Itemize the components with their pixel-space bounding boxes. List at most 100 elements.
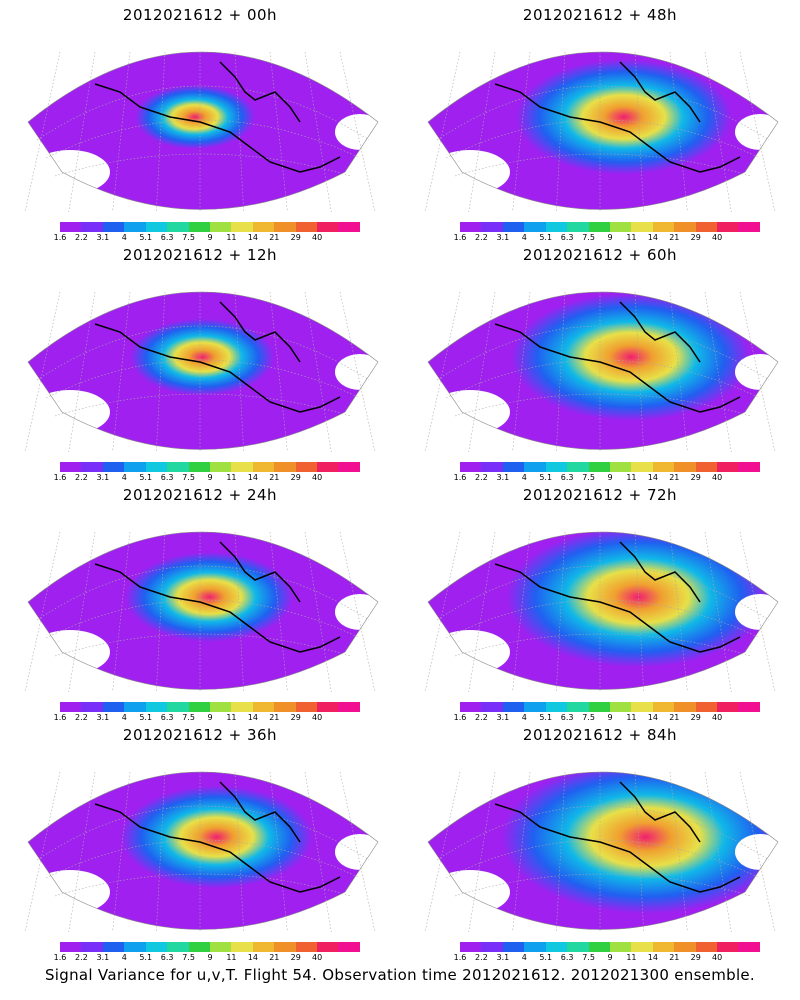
legend-swatch (695, 462, 718, 472)
legend-tick-label: 3.1 (96, 233, 110, 242)
legend-tick-label: 29 (290, 233, 301, 242)
legend-swatch (738, 222, 760, 232)
legend-swatch (295, 222, 318, 232)
variance-map (24, 531, 379, 693)
legend-swatch (188, 462, 210, 472)
legend-tick-label: 5.1 (539, 953, 553, 962)
legend-swatch (567, 702, 589, 712)
panel-title: 2012021612 + 00h (122, 6, 278, 24)
legend-tick-label: 11 (626, 713, 637, 722)
legend-tick-label: 9 (607, 953, 613, 962)
legend-tick-label: 6.3 (160, 953, 174, 962)
legend-swatch (738, 702, 760, 712)
legend-swatch (209, 702, 232, 712)
legend-swatch (338, 222, 360, 232)
legend-swatch (252, 702, 275, 712)
legend-swatch (738, 942, 760, 952)
legend-tick-label: 9 (207, 953, 213, 962)
legend-swatch (695, 942, 718, 952)
color-legend: 1.6 2.2 3.1 4 5.1 6.3 7.5 9 11 14 21 29 40 (54, 942, 360, 964)
legend-tick-label: 4 (121, 713, 127, 722)
panel-title: 2012021612 + 12h (122, 246, 278, 264)
legend-swatch (124, 222, 146, 232)
legend-tick-label: 2.2 (75, 713, 88, 722)
legend-tick-label: 5.1 (539, 473, 553, 482)
legend-swatch (567, 462, 589, 472)
legend-tick-label: 40 (712, 233, 723, 242)
legend-tick-label: 5.1 (139, 953, 153, 962)
legend-swatch (609, 702, 632, 712)
legend-swatch (588, 942, 610, 952)
legend-swatch (481, 942, 503, 952)
legend-swatch (274, 222, 296, 232)
coastline (94, 301, 341, 413)
legend-tick-label: 9 (207, 713, 213, 722)
legend-tick-label: 21 (669, 953, 680, 962)
legend-tick-label: 40 (712, 473, 723, 482)
legend-tick-label: 9 (207, 233, 213, 242)
legend-tick-label: 1.6 (53, 233, 67, 242)
legend-swatch (674, 702, 696, 712)
legend-swatch (317, 462, 339, 472)
legend-tick-label: 29 (690, 953, 701, 962)
legend-swatch (274, 942, 296, 952)
legend-swatch (209, 222, 232, 232)
legend-swatch (188, 702, 210, 712)
legend-tick-label: 2.2 (75, 953, 88, 962)
coastline (94, 781, 341, 893)
legend-swatch (167, 702, 189, 712)
map-boundary (27, 291, 379, 450)
map-panel: 2012021612 + 84h 1.6 2.2 3.1 4 5.1 6.3 7.5 9 11 14… (400, 720, 800, 962)
legend-tick-label: 7.5 (582, 233, 595, 242)
legend-swatch (738, 462, 760, 472)
legend-swatch (209, 462, 232, 472)
legend-swatch (652, 462, 675, 472)
legend-tick-label: 3.1 (496, 233, 510, 242)
legend-swatch (188, 942, 210, 952)
coastline (94, 541, 341, 653)
legend-tick-label: 29 (690, 713, 701, 722)
legend-swatch (631, 942, 653, 952)
legend-swatch (274, 702, 296, 712)
color-legend: 1.6 2.2 3.1 4 5.1 6.3 7.5 9 11 14 21 29 40 (54, 462, 360, 484)
legend-tick-label: 4 (121, 473, 127, 482)
legend-swatch (60, 942, 82, 952)
panel-title: 2012021612 + 36h (122, 726, 278, 744)
legend-swatch (81, 222, 103, 232)
legend-tick-label: 1.6 (453, 473, 467, 482)
legend-swatch (545, 702, 568, 712)
legend-swatch (652, 702, 675, 712)
legend-tick-label: 11 (626, 473, 637, 482)
legend-tick-label: 1.6 (453, 233, 467, 242)
graticule (424, 771, 779, 933)
legend-tick-label: 40 (312, 953, 323, 962)
legend-tick-label: 21 (669, 473, 680, 482)
map-boundary (427, 771, 779, 930)
legend-tick-label: 5.1 (139, 713, 153, 722)
map-boundary (27, 771, 379, 930)
legend-tick-label: 9 (207, 473, 213, 482)
legend-swatch (567, 942, 589, 952)
legend-swatch (60, 462, 82, 472)
legend-tick-label: 14 (247, 473, 258, 482)
legend-tick-label: 40 (312, 233, 323, 242)
legend-swatch (167, 222, 189, 232)
legend-tick-label: 11 (226, 713, 237, 722)
legend-swatch (674, 942, 696, 952)
legend-swatch (524, 222, 546, 232)
legend-swatch (481, 462, 503, 472)
legend-tick-label: 6.3 (560, 713, 574, 722)
legend-swatch (145, 222, 168, 232)
legend-swatch (102, 942, 125, 952)
legend-swatch (545, 462, 568, 472)
legend-swatch (295, 942, 318, 952)
legend-tick-label: 5.1 (539, 713, 553, 722)
color-legend: 1.6 2.2 3.1 4 5.1 6.3 7.5 9 11 14 21 29 40 (454, 942, 760, 964)
legend-tick-label: 7.5 (582, 713, 595, 722)
legend-tick-label: 1.6 (53, 953, 67, 962)
legend-tick-label: 40 (312, 473, 323, 482)
legend-swatch (231, 462, 253, 472)
legend-tick-label: 21 (669, 713, 680, 722)
legend-tick-label: 3.1 (96, 953, 110, 962)
coastline (494, 781, 741, 893)
